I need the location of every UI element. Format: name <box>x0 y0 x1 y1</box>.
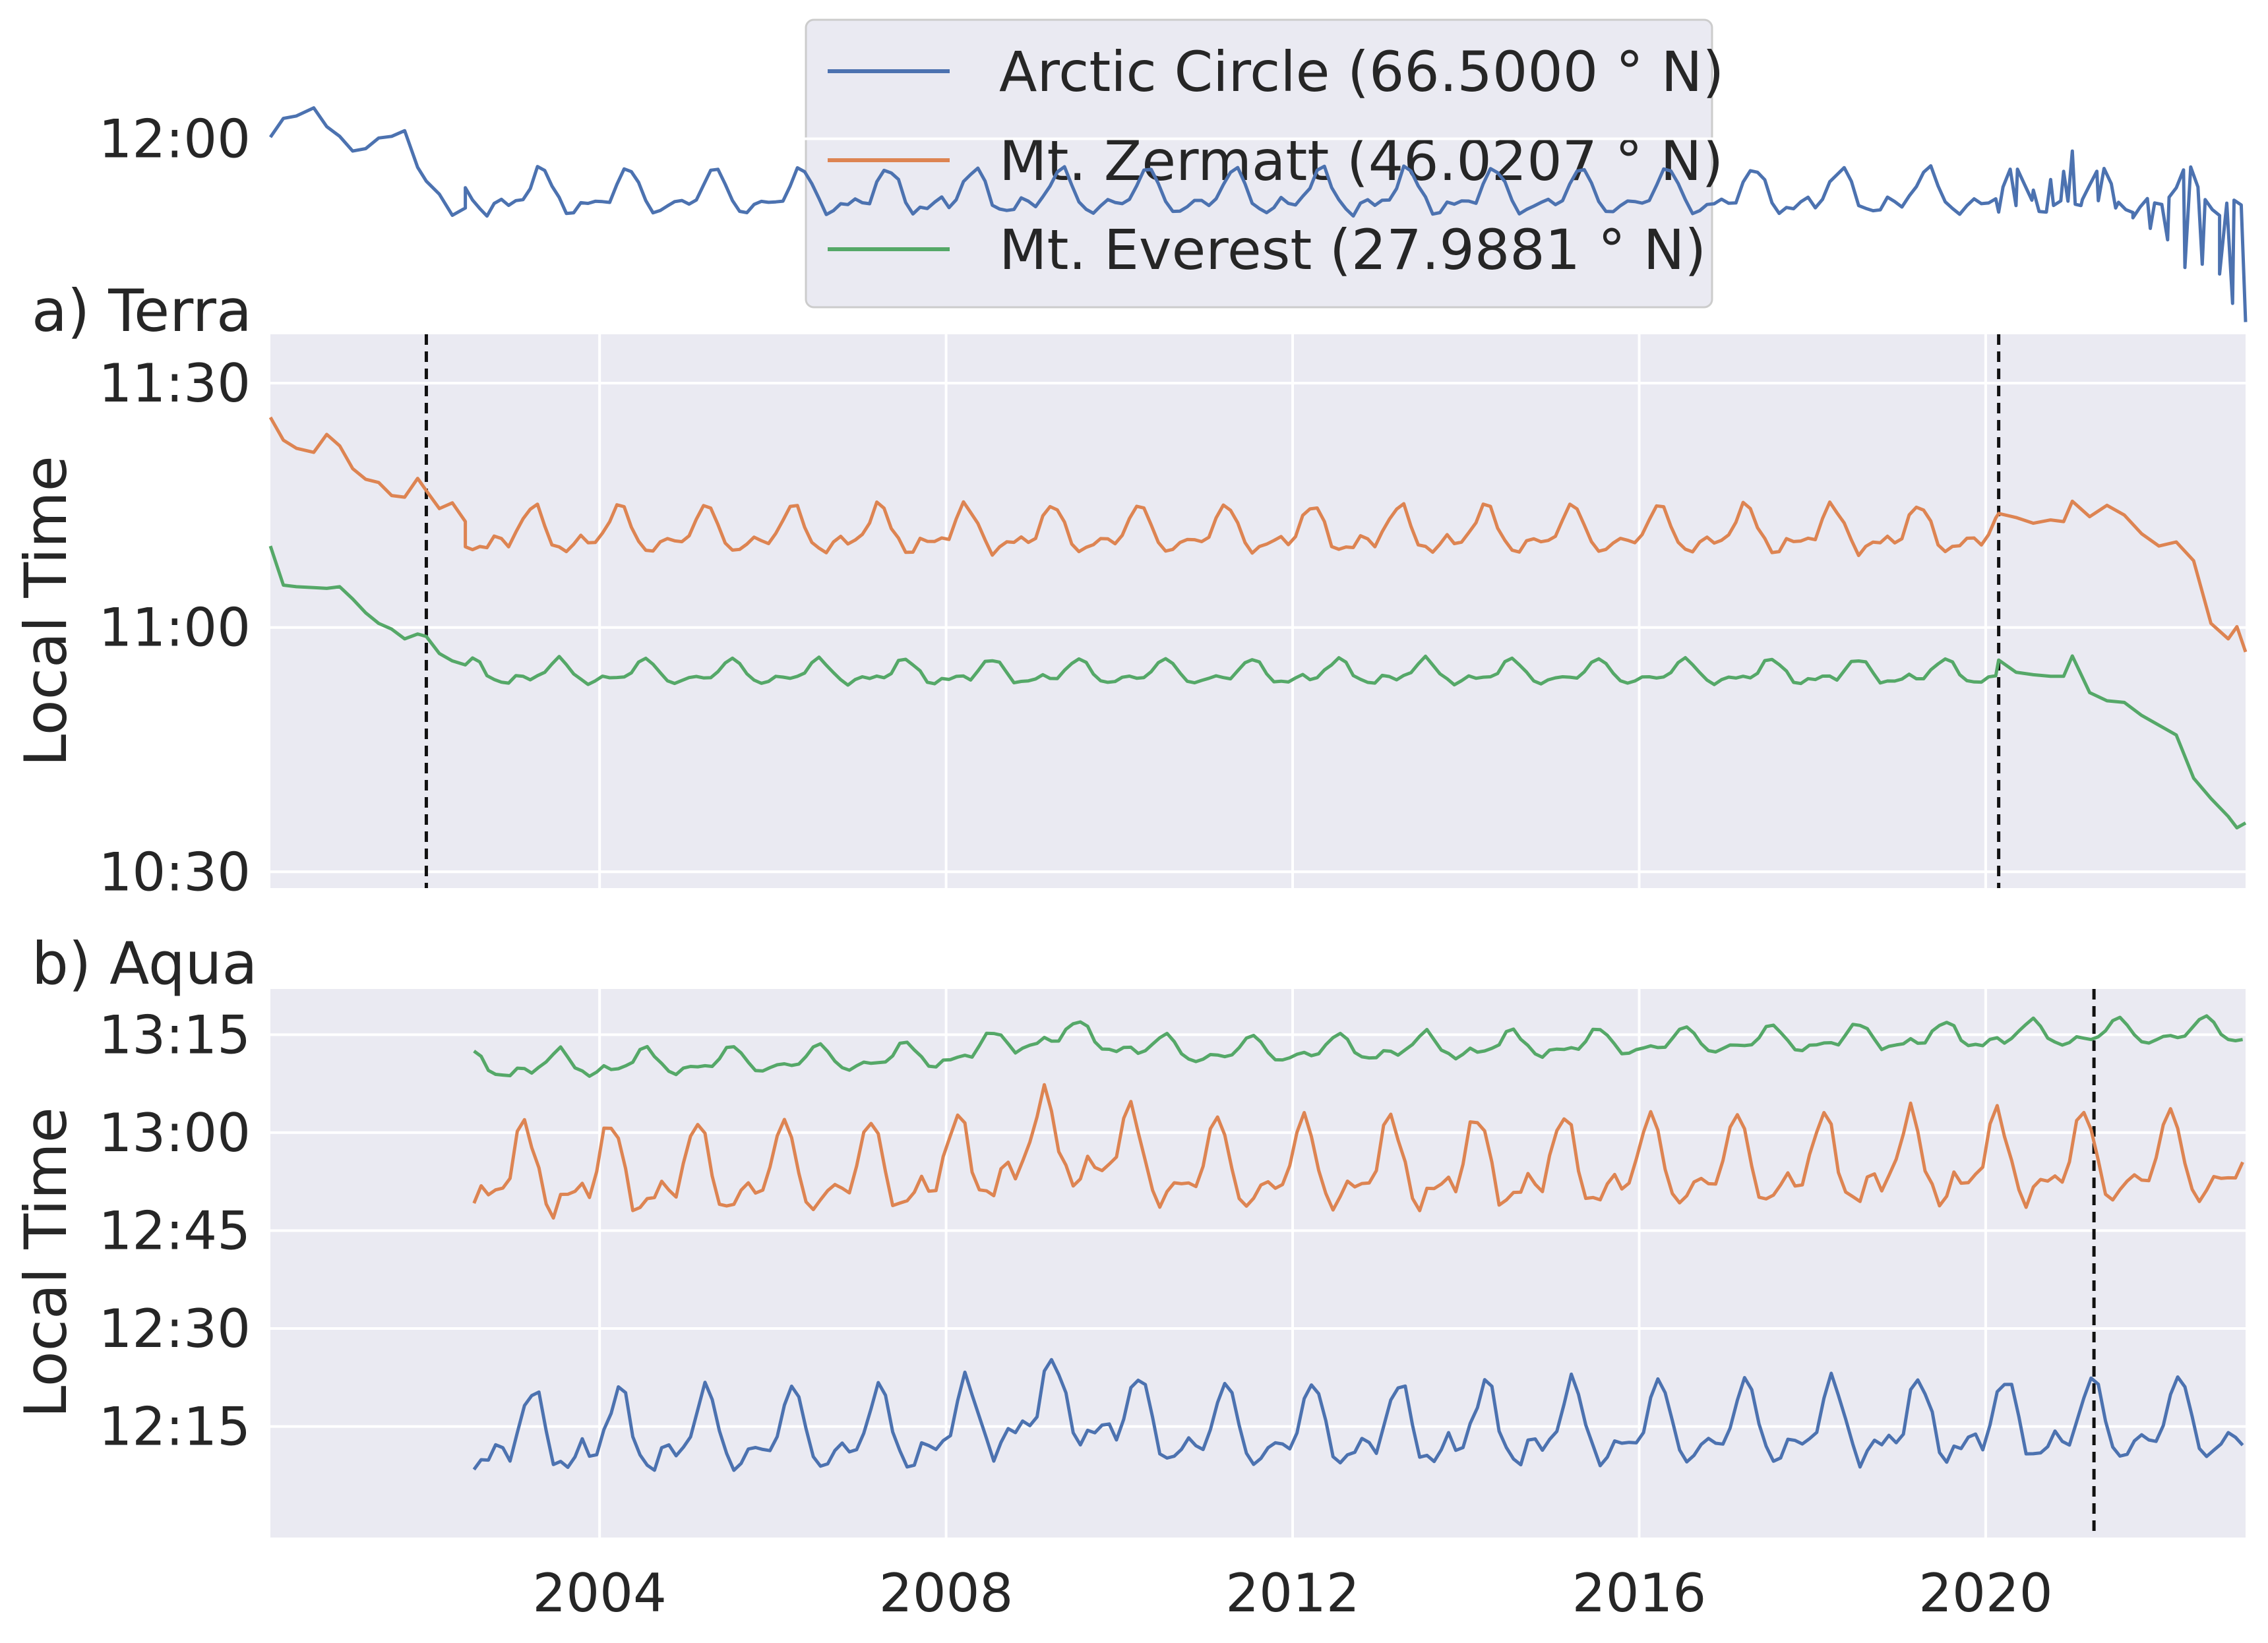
ytick-label-13:15: 13:15 <box>98 1004 251 1065</box>
panel-title-terra: a) Terra <box>32 277 252 345</box>
xtick-label-2012: 2012 <box>1225 1563 1360 1624</box>
xtick-label-2020: 2020 <box>1918 1563 2053 1624</box>
ylabel-terra: Local Time <box>12 456 80 766</box>
legend: Arctic Circle (66.5000 ° N) Mt. Zermatt … <box>805 18 1724 309</box>
vlines-terra <box>424 334 2001 888</box>
ytick-label-12:00: 12:00 <box>98 109 251 170</box>
yticks-aqua: 12:15 12:30 12:45 13:00 13:15 <box>98 1004 251 1457</box>
panel-title-aqua: b) Aqua <box>32 930 257 998</box>
ytick-label-11:30: 11:30 <box>98 353 251 414</box>
ytick-label-12:30: 12:30 <box>98 1298 251 1359</box>
series-aqua <box>472 1014 2244 1472</box>
series-line-aqua-1 <box>472 1083 2244 1220</box>
panel-terra: a) Terra 10:30 11:00 11:30 12:00 Local Time <box>12 106 2248 903</box>
legend-box <box>805 18 1713 309</box>
xtick-label-2004: 2004 <box>532 1563 667 1624</box>
ytick-label-10:30: 10:30 <box>98 841 251 903</box>
legend-label-everest: Mt. Everest (27.9881 ° N) <box>999 218 1706 282</box>
ylabel-aqua: Local Time <box>12 1107 80 1418</box>
xtick-label-2008: 2008 <box>879 1563 1014 1624</box>
series-line-terra-1 <box>268 416 2248 653</box>
series-line-aqua-0 <box>472 1358 2244 1472</box>
ytick-label-12:15: 12:15 <box>98 1396 251 1458</box>
series-line-terra-0 <box>268 106 2248 322</box>
plot-area-terra <box>270 334 2246 888</box>
grid-terra <box>270 137 2246 888</box>
xticks: 2004 2008 2012 2016 2020 <box>532 1563 2052 1624</box>
ytick-label-12:45: 12:45 <box>98 1200 251 1261</box>
ytick-label-13:00: 13:00 <box>98 1102 251 1164</box>
xtick-label-2016: 2016 <box>1572 1563 1707 1624</box>
yticks-terra: 10:30 11:00 11:30 12:00 <box>98 109 251 903</box>
series-line-aqua-2 <box>473 1014 2244 1078</box>
series-terra <box>268 106 2248 830</box>
grid-aqua <box>270 989 2246 1538</box>
series-line-terra-2 <box>268 545 2247 830</box>
legend-label-arctic: Arctic Circle (66.5000 ° N) <box>999 40 1724 104</box>
ytick-label-11:00: 11:00 <box>98 597 251 659</box>
